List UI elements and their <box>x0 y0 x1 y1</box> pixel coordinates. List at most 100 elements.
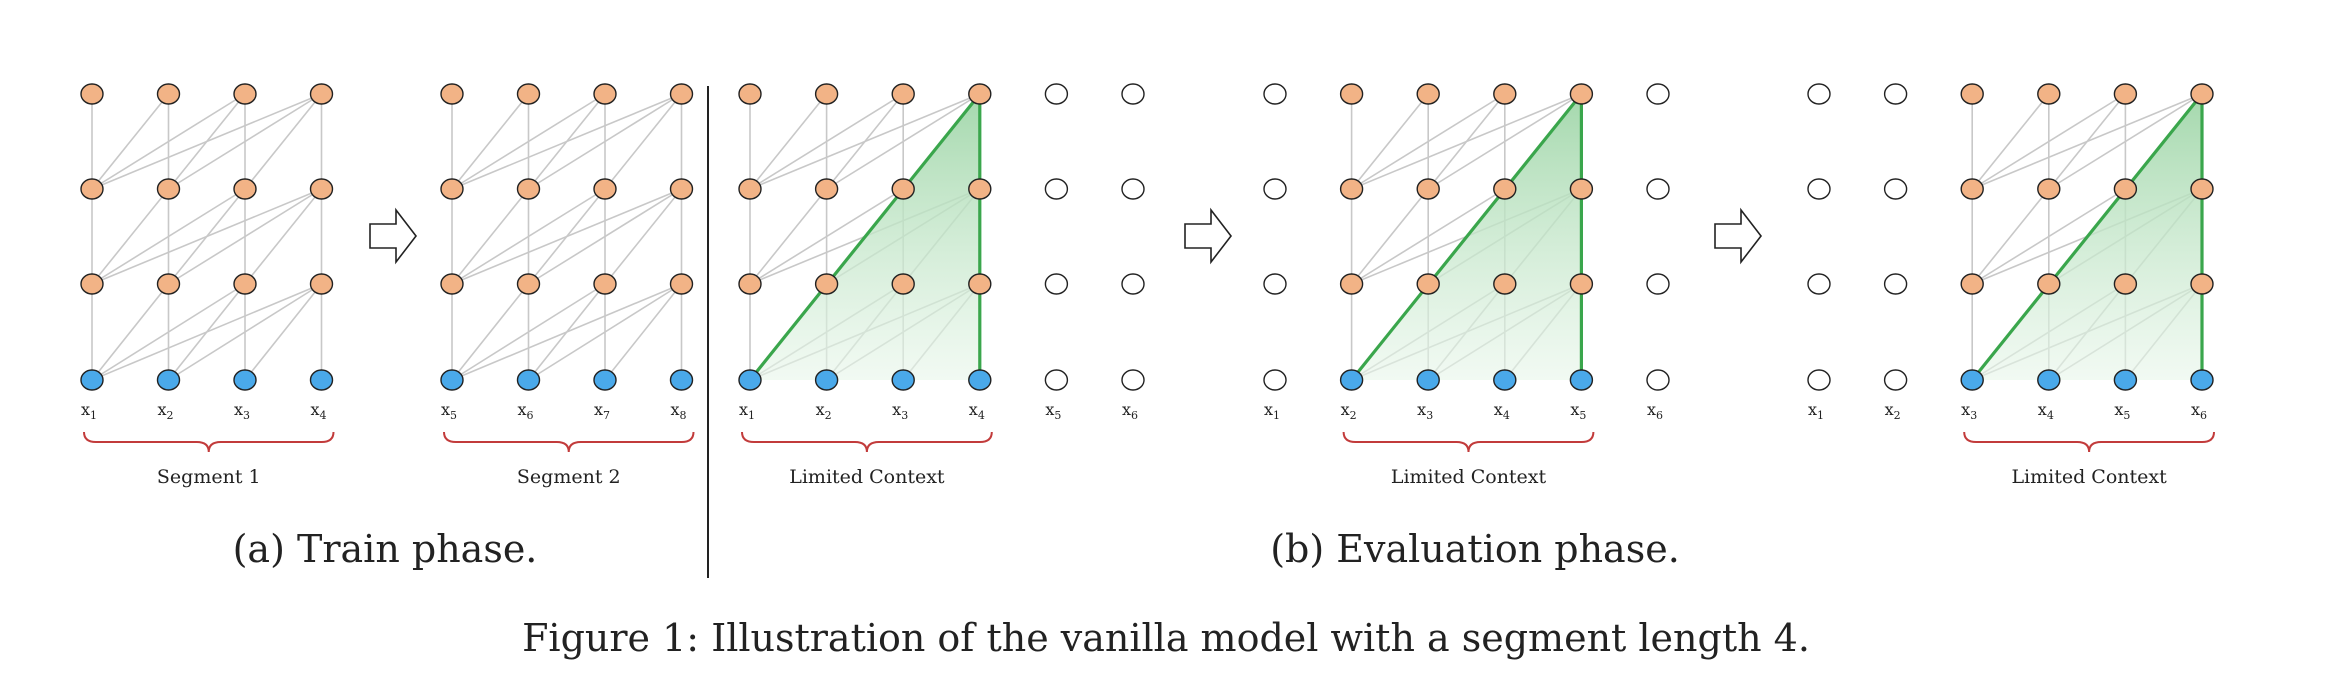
eval-step-3-hidden-node <box>2190 83 2214 105</box>
eval-step-1-edge <box>749 93 904 190</box>
eval-step-1-empty-node <box>1121 178 1145 200</box>
eval-step-1-hidden-node <box>968 178 992 200</box>
eval-step-2-brace-label: Limited Context <box>1391 466 1547 488</box>
eval-step-1-hidden-node <box>738 273 762 295</box>
eval-step-3-hidden-node <box>2113 83 2138 105</box>
eval-step-2-hidden-node <box>1569 83 1594 105</box>
eval-step-2-hidden-node <box>1493 83 1517 105</box>
eval-step-3-empty-node <box>1807 369 1831 391</box>
train-segment-2-hidden-node <box>593 178 617 200</box>
eval-step-3-hidden-node <box>1960 273 1984 295</box>
eval-step-3-context-diagonal <box>1970 92 2204 382</box>
eval-step-1-brace-label: Limited Context <box>789 466 945 488</box>
figure-caption-prefix: Figure 1: <box>522 616 700 660</box>
nodes-layer <box>80 83 2214 391</box>
eval-step-3-input-node <box>2037 369 2061 391</box>
train-segment-2-hidden-node <box>516 83 541 105</box>
train-segment-1-edge <box>91 93 170 190</box>
eval-step-1-input-node <box>738 369 762 391</box>
eval-step-3-brace-label: Limited Context <box>2011 466 2167 488</box>
eval-step-1-hidden-node <box>814 273 839 295</box>
eval-step-3-hidden-node <box>2037 178 2061 200</box>
eval-step-1-empty-node <box>1121 273 1145 295</box>
eval-step-3-edge <box>1971 93 2203 190</box>
eval-step-2-hidden-node <box>1493 273 1517 295</box>
eval-step-1-empty-node <box>1044 178 1069 200</box>
train-segment-2-edge <box>528 283 682 381</box>
eval-step-3-token-label: x3 <box>1961 400 1977 422</box>
eval-step-2-brace <box>1342 431 1595 453</box>
train-segment-2-edge <box>604 283 683 381</box>
eval-step-1-edge <box>749 93 828 190</box>
train-segment-2-input-node <box>669 369 694 391</box>
train-segment-2-edge <box>451 93 682 190</box>
train-segment-2-hidden-node <box>669 178 694 200</box>
eval-step-2-token-label: x3 <box>1417 400 1433 422</box>
eval-step-2-hidden-node <box>1339 178 1364 200</box>
train-segment-1-edge <box>91 283 246 381</box>
train-segment-1-brace-label: Segment 1 <box>157 466 261 488</box>
train-segment-2-edge <box>451 93 606 190</box>
eval-step-2-hidden-node <box>1339 83 1364 105</box>
eval-step-1-token-label: x2 <box>816 400 832 422</box>
eval-step-3-hidden-node <box>1960 83 1984 105</box>
eval-step-1-hidden-node <box>891 83 915 105</box>
eval-step-1-empty-node <box>1044 273 1069 295</box>
eval-step-1-edge <box>826 93 981 190</box>
eval-step-2-hidden-node <box>1493 178 1517 200</box>
eval-step-1-empty-node <box>1044 369 1069 391</box>
eval-step-1-hidden-node <box>738 83 762 105</box>
eval-step-1-hidden-node <box>891 178 915 200</box>
train-segment-2-hidden-node <box>669 273 694 295</box>
train-segment-1-hidden-node <box>309 178 334 200</box>
eval-step-2-token-label: x5 <box>1570 400 1586 422</box>
eval-step-2-hidden-node <box>1416 273 1440 295</box>
train-segment-1-hidden-node <box>80 273 104 295</box>
eval-step-3-hidden-node <box>2113 273 2138 295</box>
train-segment-2-brace <box>443 431 695 453</box>
train-segment-1-input-node <box>156 369 181 391</box>
evaluation-phase-caption: (b) Evaluation phase. <box>1270 527 1680 571</box>
eval-step-3-input-node <box>2190 369 2214 391</box>
eval-step-3-token-label: x2 <box>1885 400 1901 422</box>
train-segment-2-edge <box>451 188 530 285</box>
eval-step-1-token-label: x4 <box>969 400 985 422</box>
eval-step-3-token-label: x4 <box>2038 400 2054 422</box>
eval-step-3-empty-node <box>1883 83 1908 105</box>
eval-step-3-token-label: x1 <box>1808 400 1824 422</box>
train-segment-1-hidden-node <box>80 178 104 200</box>
train-segment-2-hidden-node <box>516 178 541 200</box>
eval-step-2-edge <box>1350 188 1429 285</box>
eval-step-2-empty-node <box>1646 178 1670 200</box>
eval-step-3-hidden-node <box>2190 178 2214 200</box>
train-segment-1-edge <box>91 93 246 190</box>
eval-step-3-empty-node <box>1807 83 1831 105</box>
eval-step-1-empty-node <box>1044 83 1069 105</box>
eval-step-2-input-node <box>1339 369 1364 391</box>
figure-caption-text: Illustration of the vanilla model with a… <box>711 616 1810 660</box>
train-segment-2-edge <box>528 188 682 285</box>
eval-step-3-hidden-node <box>2190 273 2214 295</box>
eval-step-2-token-label: x2 <box>1341 400 1357 422</box>
eval-step-1-hidden-node <box>738 178 762 200</box>
train-segment-2-edge <box>451 188 682 285</box>
labels-layer: x1 x2 x3 x4 Segment 1 x5 x6 x7 x8 Segment 2 x1 x2 x3… <box>81 207 2215 488</box>
eval-step-3-token-label: x6 <box>2191 400 2207 422</box>
train-segment-2-edge <box>604 188 683 285</box>
eval-step-3-empty-node <box>1807 178 1831 200</box>
train-phase-caption: (a) Train phase. <box>233 527 538 571</box>
eval-step-2-edge <box>1351 93 1582 190</box>
eval-step-1-token-label: x6 <box>1122 400 1138 422</box>
train-segment-2-hidden-node <box>593 83 617 105</box>
eval-step-2-empty-node <box>1263 273 1287 295</box>
eval-step-1-brace <box>741 431 993 453</box>
eval-step-3-empty-node <box>1883 273 1908 295</box>
figure-caption: Figure 1: Illustration of the vanilla mo… <box>0 616 2332 660</box>
train-segment-1-edge <box>168 93 322 190</box>
train-segment-1-hidden-node <box>309 273 334 295</box>
context-layer <box>748 92 2204 382</box>
eval-step-1-hidden-node <box>814 83 839 105</box>
eval-step-2-hidden-node <box>1569 178 1594 200</box>
eval-step-2-context-diagonal <box>1350 92 1583 382</box>
